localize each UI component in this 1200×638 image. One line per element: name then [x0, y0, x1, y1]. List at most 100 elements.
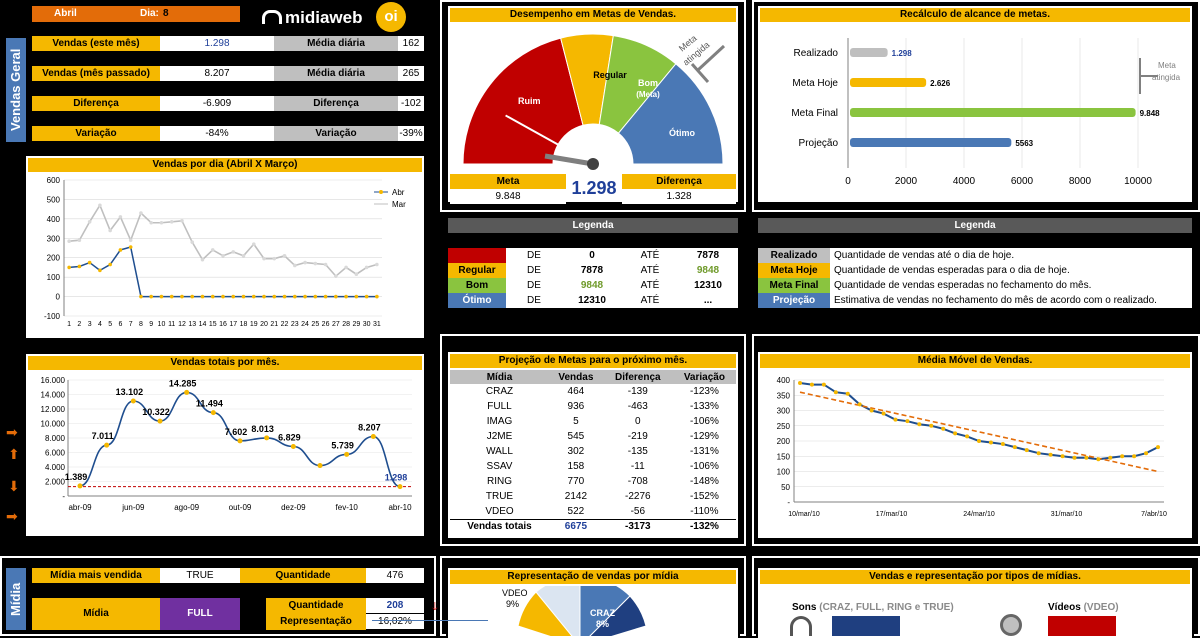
gauge-panel: Desempenho em Metas de Vendas. Ruim Regul… [446, 4, 740, 204]
data-point [809, 382, 814, 387]
kpi-value2: -102 [398, 96, 424, 111]
bar-value: 2.626 [930, 79, 951, 88]
y-tick-label: 16.000 [41, 376, 66, 385]
table-row: WALL 302 -135 -131% [450, 444, 736, 459]
data-point [917, 422, 922, 427]
data-point [77, 483, 83, 489]
projecao-cell: SSAV [486, 461, 513, 472]
x-tick-label: 10 [158, 321, 166, 328]
projecao-cell: 5 [573, 416, 579, 427]
projecao-panel: Projeção de Metas para o próximo mês. Mí… [446, 350, 740, 540]
x-tick-label: fev-10 [336, 503, 359, 512]
midia-label: Mídia [32, 598, 160, 630]
y-tick-label: 350 [777, 391, 791, 400]
gauge-band-label: Ótimo [669, 127, 696, 138]
x-tick-label: 2000 [895, 176, 918, 187]
data-point [354, 272, 359, 277]
data-point [77, 238, 82, 243]
data-point [293, 294, 297, 299]
data-point [251, 242, 256, 246]
table-row: IMAG 5 0 -106% [450, 414, 736, 429]
y-tick-label: 14.000 [41, 391, 66, 400]
legend2-desc: Estimativa de vendas no fechamento do mê… [834, 295, 1157, 306]
data-point [1012, 445, 1017, 450]
data-point [1072, 455, 1077, 460]
projecao-cell: IMAG [486, 416, 513, 427]
x-tick-label: 6000 [1011, 176, 1034, 187]
data-label: 6.829 [278, 432, 301, 442]
kpi-label2: Média diária [274, 66, 398, 81]
film-reel-icon [1000, 614, 1022, 636]
data-point [190, 294, 195, 299]
media-title: Média Móvel de Vendas. [760, 354, 1190, 368]
qtd-label: Quantidade [266, 598, 366, 614]
gauge-meta-value: 9.848 [450, 189, 566, 204]
legend1-row: Ótimo DE 12310 ATÉ... [448, 293, 738, 308]
x-tick-label: 3 [88, 321, 92, 328]
y-tick-label: 600 [47, 176, 61, 185]
data-label: 14.285 [169, 378, 197, 388]
y-tick-label: - [62, 492, 65, 501]
pie-label-vdeo-pct: 9% [506, 599, 519, 609]
bar-value: 9.848 [1140, 109, 1161, 118]
table-row: J2ME 545 -219 -129% [450, 429, 736, 444]
x-tick-label: 2 [77, 321, 81, 328]
meta-atingida-label: Meta [1158, 61, 1176, 70]
monthly-sales-panel: Vendas totais por mês. 16.000 14.000 12.00… [24, 352, 426, 538]
midia-side-label: Mídia [6, 568, 26, 630]
data-point [108, 262, 112, 267]
data-point [1060, 454, 1065, 459]
data-point [272, 256, 277, 261]
projecao-header-cell: Diferença [615, 371, 661, 383]
arrow-down-icon: ⬇ [8, 478, 20, 494]
y-tick-label: 12.000 [41, 405, 66, 414]
data-point [282, 294, 287, 299]
legend1-row: Bom DE 9848 ATÉ 12310 [448, 278, 738, 293]
bar-label: Meta Final [791, 108, 838, 119]
data-point [1132, 454, 1137, 459]
legend-marker [379, 190, 383, 194]
vendas-geral-side-label: Vendas Geral [6, 38, 26, 142]
projecao-cell: FULL [487, 401, 512, 412]
data-point [104, 442, 110, 448]
series-line [799, 382, 1159, 461]
data-point [323, 262, 328, 267]
legend2-name: Projeção [758, 293, 830, 308]
data-point [210, 294, 215, 299]
x-tick-label: 16 [219, 321, 227, 328]
x-tick-label: ago-09 [174, 503, 199, 512]
gauge-hub [587, 158, 599, 170]
data-point [221, 294, 225, 299]
x-tick-label: 28 [342, 321, 350, 328]
pie-label-vdeo: VDEO [502, 588, 528, 598]
data-point [833, 390, 838, 395]
data-point [1120, 454, 1125, 459]
videos-value-box [1048, 616, 1116, 636]
legend2-row: Projeção Estimativa de vendas no fechamen… [758, 293, 1192, 308]
x-tick-label: 17/mar/10 [876, 511, 908, 518]
data-point [1000, 442, 1005, 447]
data-point [87, 260, 92, 265]
data-point [272, 294, 277, 299]
data-point [290, 443, 296, 449]
data-point [893, 417, 898, 422]
x-tick-label: 1 [67, 321, 71, 328]
x-tick-label: 22 [281, 321, 289, 328]
kpi-value2: 265 [398, 66, 424, 81]
projecao-cell: -133% [689, 401, 719, 412]
data-point [953, 431, 958, 436]
projecao-cell: -2276 [625, 491, 651, 502]
x-tick-label: 8000 [1069, 176, 1092, 187]
midiaweb-logo-icon [262, 10, 282, 24]
data-point [221, 253, 225, 258]
legend1-de: DE [527, 250, 541, 261]
data-point [313, 294, 318, 299]
kpi-value: -84% [160, 126, 274, 141]
projecao-cell: RING [487, 476, 512, 487]
meta-atingida-arrow-icon [696, 44, 726, 72]
table-row: RING 770 -708 -148% [450, 474, 736, 489]
data-label: 7.011 [92, 431, 114, 441]
data-point [282, 253, 287, 258]
x-tick-label: 24/mar/10 [963, 511, 995, 518]
x-tick-label: 30 [363, 321, 371, 328]
